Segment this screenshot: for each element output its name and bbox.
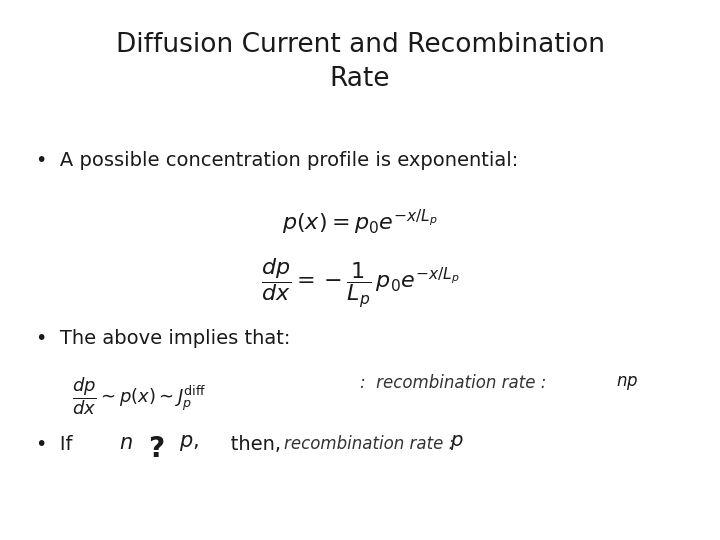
Text: $p,$: $p,$ bbox=[179, 433, 199, 453]
Text: $\dfrac{dp}{dx} \sim p(x) \sim J_p^{\mathrm{diff}}$: $\dfrac{dp}{dx} \sim p(x) \sim J_p^{\mat… bbox=[72, 375, 207, 417]
Text: $np$: $np$ bbox=[616, 374, 638, 391]
Text: then,: then, bbox=[212, 435, 282, 454]
Text: $\dfrac{dp}{dx} = -\dfrac{1}{L_p}\,p_0 e^{-x/L_p}$: $\dfrac{dp}{dx} = -\dfrac{1}{L_p}\,p_0 e… bbox=[261, 256, 459, 310]
Text: ?: ? bbox=[148, 435, 163, 463]
Text: recombination rate :: recombination rate : bbox=[284, 435, 465, 453]
Text: $p(x) = p_0 e^{-x/L_p}$: $p(x) = p_0 e^{-x/L_p}$ bbox=[282, 208, 438, 237]
Text: Diffusion Current and Recombination
Rate: Diffusion Current and Recombination Rate bbox=[115, 32, 605, 92]
Text: $n$: $n$ bbox=[119, 433, 132, 453]
Text: •  The above implies that:: • The above implies that: bbox=[36, 329, 290, 348]
Text: $p$: $p$ bbox=[450, 433, 464, 452]
Text: •  If: • If bbox=[36, 435, 78, 454]
Text: •  A possible concentration profile is exponential:: • A possible concentration profile is ex… bbox=[36, 151, 518, 170]
Text: :  recombination rate :: : recombination rate : bbox=[360, 374, 557, 391]
